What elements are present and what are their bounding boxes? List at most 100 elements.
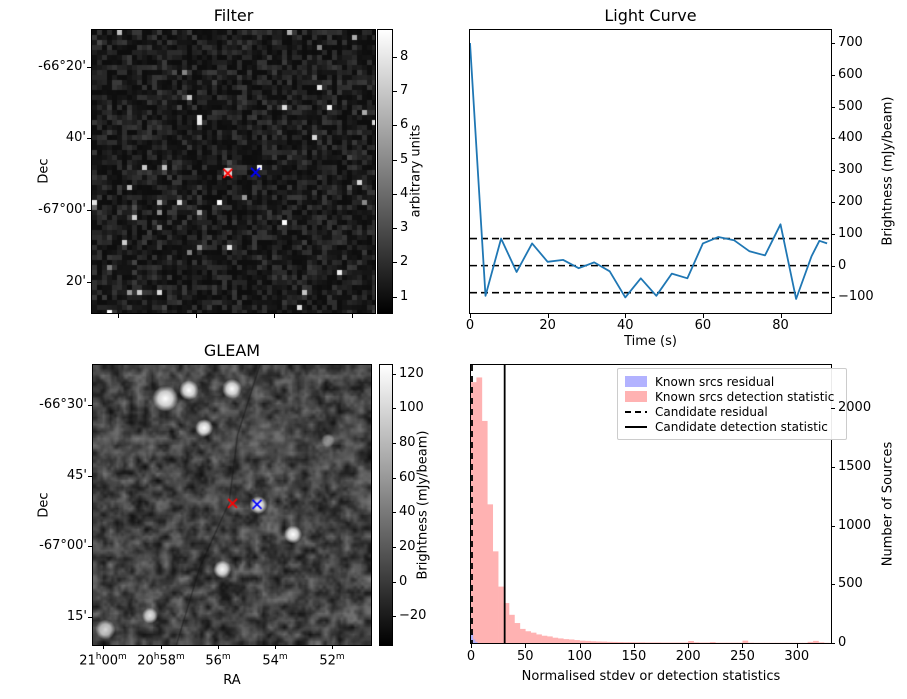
tick-mark bbox=[831, 643, 835, 644]
legend-item: Candidate detection statistic bbox=[625, 419, 839, 434]
tick-mark bbox=[831, 106, 835, 108]
tick-mark bbox=[831, 297, 835, 299]
light-curve-xlabel: Time (s) bbox=[624, 334, 677, 349]
tick-mark bbox=[87, 138, 91, 139]
histogram-bar bbox=[541, 635, 548, 643]
tick-mark bbox=[88, 617, 92, 618]
axis-tick-label: 80 bbox=[772, 318, 789, 333]
filter-title: Filter bbox=[213, 6, 254, 25]
axis-tick-label: -66°30' bbox=[39, 397, 87, 412]
histogram-bar bbox=[813, 640, 819, 643]
legend-patch-swatch bbox=[625, 376, 647, 387]
tick-mark bbox=[274, 314, 275, 318]
axis-tick-label: 6 bbox=[400, 117, 409, 133]
axis-tick-label: 300 bbox=[838, 162, 863, 178]
axis-tick-label: 500 bbox=[838, 98, 863, 114]
axis-tick-label: 700 bbox=[838, 35, 863, 51]
histogram-bar bbox=[688, 641, 694, 643]
tick-mark bbox=[392, 477, 396, 479]
histogram-bar bbox=[519, 628, 526, 643]
tick-mark bbox=[470, 314, 471, 318]
axis-tick-label: 8 bbox=[400, 48, 409, 64]
tick-mark bbox=[392, 408, 396, 410]
histogram-bar bbox=[606, 641, 613, 643]
filter-colorbar-label: arbitrary units bbox=[408, 124, 424, 218]
legend-label: Candidate residual bbox=[655, 404, 768, 419]
axis-tick-label: 40' bbox=[65, 130, 86, 145]
axis-tick-label: 1500 bbox=[838, 458, 872, 474]
axis-tick-label: 200 bbox=[675, 649, 701, 664]
histogram-bar bbox=[503, 603, 510, 643]
axis-tick-label: 120 bbox=[399, 365, 424, 381]
tick-mark bbox=[831, 138, 835, 140]
tick-mark bbox=[393, 56, 397, 58]
histogram-bar bbox=[628, 642, 635, 643]
light-curve-line bbox=[470, 42, 828, 300]
histogram-bar bbox=[623, 642, 629, 643]
tick-mark bbox=[831, 265, 835, 267]
histogram-bar bbox=[644, 642, 651, 643]
axis-tick-label: 52m bbox=[319, 652, 345, 669]
filter-plot bbox=[91, 29, 376, 314]
histogram-bar bbox=[492, 551, 499, 643]
histogram-bar bbox=[514, 623, 521, 643]
histogram-bar bbox=[650, 642, 656, 643]
axis-tick-label: 150 bbox=[621, 649, 647, 664]
tick-mark bbox=[796, 644, 798, 648]
axis-tick-label: 0 bbox=[838, 635, 847, 650]
axis-tick-label: 1 bbox=[400, 288, 409, 304]
axis-tick-label: 0 bbox=[838, 257, 847, 273]
gleam-colorbar-label: Brightness (mJy/beam) bbox=[415, 430, 431, 580]
axis-tick-label: 56m bbox=[205, 652, 231, 669]
tick-mark bbox=[87, 282, 91, 283]
light-curve-plot bbox=[469, 29, 832, 314]
axis-tick-label: 4 bbox=[400, 185, 409, 201]
tick-mark bbox=[392, 512, 396, 514]
tick-mark bbox=[87, 210, 91, 211]
axis-tick-label: 20' bbox=[65, 274, 86, 289]
axis-tick-label: 60 bbox=[694, 318, 712, 333]
tick-mark bbox=[702, 314, 704, 318]
light-curve-title: Light Curve bbox=[604, 6, 697, 25]
histogram-bar bbox=[471, 382, 477, 643]
axis-tick-label: 200 bbox=[838, 194, 863, 210]
axis-tick-label: 0 bbox=[399, 573, 408, 589]
histogram-bar bbox=[742, 640, 749, 643]
axis-tick-label: 15' bbox=[66, 609, 87, 624]
tick-mark bbox=[831, 202, 835, 204]
histogram-bar bbox=[574, 640, 580, 643]
tick-mark bbox=[392, 373, 396, 375]
axis-tick-label: 0 bbox=[465, 318, 475, 333]
tick-mark bbox=[831, 74, 835, 76]
legend-patch-swatch bbox=[625, 391, 647, 402]
axis-tick-label: 45' bbox=[66, 468, 87, 483]
tick-mark bbox=[688, 644, 690, 648]
histogram-bar bbox=[617, 642, 624, 643]
tick-mark bbox=[393, 159, 397, 161]
histogram-bar bbox=[601, 641, 608, 643]
axis-tick-label: 20 bbox=[399, 538, 416, 554]
tick-mark bbox=[275, 645, 276, 649]
histogram-bar bbox=[476, 377, 483, 643]
histogram-bar bbox=[552, 637, 559, 643]
gleam-ylabel: Dec bbox=[36, 492, 52, 518]
histogram-xlabel: Normalised stdev or detection statistics bbox=[521, 669, 781, 684]
histogram-ylabel: Number of Sources bbox=[880, 441, 896, 567]
histogram-bar-residual bbox=[475, 641, 478, 643]
gleam-xlabel: RA bbox=[223, 673, 241, 688]
tick-mark bbox=[525, 644, 527, 648]
histogram-bar bbox=[655, 642, 662, 643]
filter-image bbox=[92, 30, 375, 313]
axis-tick-label: 300 bbox=[784, 649, 810, 664]
axis-tick-label: 100 bbox=[838, 225, 863, 241]
gleam-plot bbox=[92, 364, 372, 646]
histogram-bar bbox=[709, 642, 716, 643]
tick-mark bbox=[392, 546, 396, 548]
histogram-bar bbox=[807, 641, 814, 643]
axis-tick-label: 250 bbox=[730, 649, 755, 664]
tick-mark bbox=[742, 644, 744, 648]
tick-mark bbox=[393, 296, 397, 298]
axis-tick-label: 21h00m bbox=[79, 652, 127, 669]
tick-mark bbox=[633, 644, 635, 648]
legend-item: Known srcs residual bbox=[625, 374, 839, 389]
